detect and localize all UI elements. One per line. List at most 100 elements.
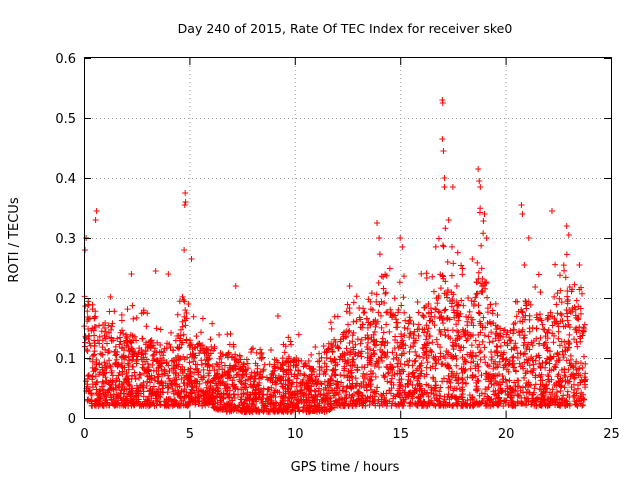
data-point	[566, 331, 573, 338]
data-point	[472, 337, 479, 344]
data-point	[91, 351, 98, 358]
data-point	[280, 341, 287, 348]
data-point	[305, 357, 312, 364]
data-point	[573, 358, 580, 365]
data-point	[411, 358, 418, 365]
data-point	[569, 305, 576, 312]
data-point	[350, 318, 357, 325]
data-point	[261, 361, 268, 368]
data-point	[520, 335, 527, 342]
data-point	[100, 391, 107, 398]
data-point	[397, 394, 404, 401]
data-point	[396, 367, 403, 374]
data-point	[565, 366, 572, 373]
data-point	[417, 394, 424, 401]
data-point	[331, 367, 338, 374]
data-point	[476, 349, 483, 356]
data-point	[344, 383, 351, 390]
data-point	[505, 401, 512, 408]
data-point	[368, 352, 375, 359]
data-point	[440, 148, 447, 154]
data-point	[402, 317, 409, 324]
data-point	[412, 357, 419, 364]
data-point	[369, 389, 376, 396]
data-point	[329, 349, 336, 356]
data-point	[418, 367, 425, 374]
data-point	[211, 395, 218, 402]
data-point	[84, 396, 91, 403]
data-point	[337, 336, 344, 343]
data-point	[430, 391, 437, 398]
data-point	[175, 390, 182, 397]
data-point	[370, 400, 377, 407]
data-point	[228, 401, 235, 408]
data-point	[459, 369, 466, 376]
data-point	[428, 387, 435, 394]
data-point	[468, 297, 475, 304]
data-point	[234, 386, 241, 393]
data-point	[155, 378, 162, 385]
data-point	[149, 362, 156, 369]
data-point	[100, 379, 107, 386]
data-point	[213, 360, 220, 367]
data-point	[421, 373, 428, 380]
data-point	[238, 393, 245, 400]
data-point	[223, 387, 230, 394]
data-point	[283, 369, 290, 376]
data-point	[549, 330, 556, 337]
data-point	[238, 386, 245, 393]
data-point	[469, 372, 476, 379]
data-point	[294, 389, 301, 396]
data-point	[464, 397, 471, 404]
data-point	[213, 382, 220, 389]
data-point	[441, 175, 448, 181]
data-point	[185, 375, 192, 382]
data-point	[544, 347, 551, 354]
data-point	[451, 314, 458, 321]
data-point	[130, 401, 137, 408]
data-point	[522, 370, 529, 377]
data-point	[430, 401, 437, 408]
data-point	[92, 217, 99, 223]
data-point	[512, 388, 519, 395]
data-point	[376, 251, 383, 258]
data-point	[436, 315, 443, 322]
data-point	[557, 310, 564, 317]
data-point	[478, 372, 485, 379]
data-point	[396, 385, 403, 392]
data-point	[505, 391, 512, 398]
data-point	[555, 328, 562, 335]
data-point	[459, 271, 466, 278]
data-point	[526, 362, 533, 369]
data-point	[490, 365, 497, 372]
data-point	[204, 357, 211, 364]
data-point	[474, 387, 481, 394]
data-point	[216, 390, 223, 397]
data-point	[123, 376, 130, 383]
data-point	[364, 350, 371, 357]
data-point	[484, 361, 491, 368]
data-point	[240, 361, 247, 368]
data-point	[460, 399, 467, 406]
data-point	[554, 320, 561, 327]
data-point	[464, 335, 471, 342]
data-point	[180, 296, 187, 303]
data-point	[582, 370, 589, 377]
data-point	[504, 392, 511, 399]
data-point	[429, 318, 436, 325]
data-point	[175, 332, 182, 339]
data-point	[102, 328, 109, 335]
data-point	[237, 356, 244, 363]
data-point	[321, 360, 328, 367]
data-point	[432, 243, 439, 250]
data-point	[569, 363, 576, 370]
data-point	[373, 390, 380, 397]
data-point	[502, 376, 509, 383]
data-point	[576, 398, 583, 405]
data-point	[551, 393, 558, 400]
data-point	[561, 267, 568, 274]
data-point	[324, 399, 331, 406]
data-point	[521, 334, 528, 341]
data-point	[490, 375, 497, 382]
data-point	[439, 360, 446, 367]
